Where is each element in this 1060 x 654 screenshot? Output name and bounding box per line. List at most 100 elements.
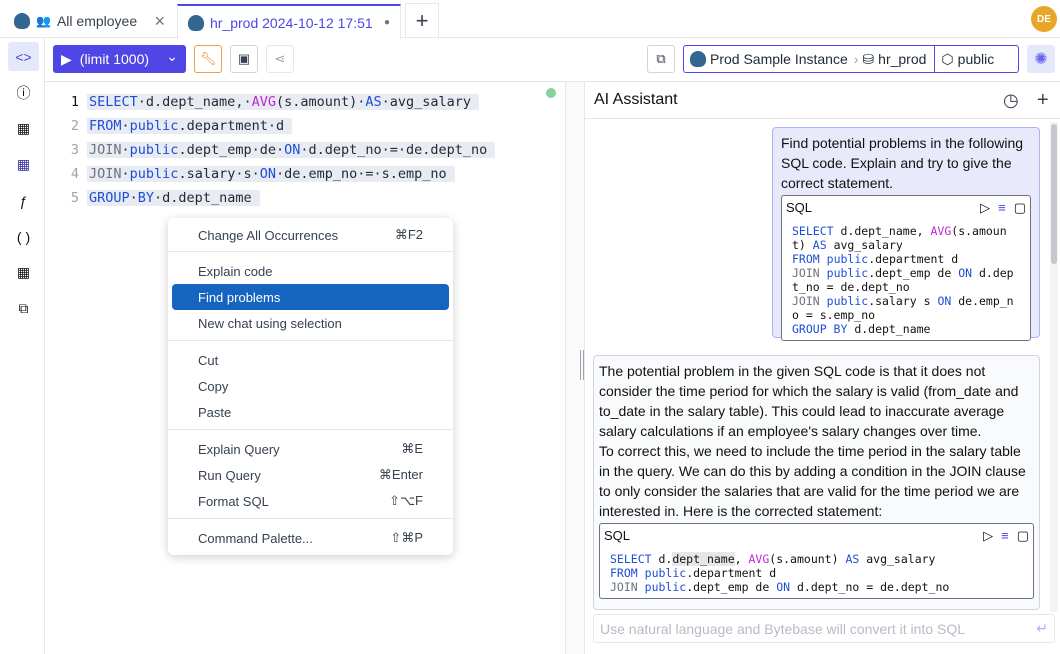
code-token: · (121, 142, 130, 158)
ai-assistant-button[interactable]: ✺ (1027, 45, 1055, 73)
code-token: de.emp_no = s.emp_no (792, 294, 1014, 322)
instance-name: Prod Sample Instance (710, 51, 848, 67)
table-icon[interactable]: ▦ (16, 120, 31, 136)
code-token: .department·d (178, 118, 285, 134)
chevron-down-icon[interactable]: ⌄ (166, 47, 178, 64)
code-token: AS (845, 552, 860, 566)
postgres-icon (14, 13, 30, 29)
line-number: 1 (70, 94, 79, 110)
resize-handle[interactable] (580, 350, 584, 380)
code-token: ·d.dept_name (154, 190, 252, 206)
code-token: d.dept_no = de.dept_no (790, 580, 950, 594)
input-placeholder: Use natural language and Bytebase will c… (600, 620, 965, 637)
insert-icon[interactable]: ≡ (998, 200, 1006, 215)
sql-editor[interactable]: 1 SELECT·d.dept_name,·AVG(s.amount)·AS·av… (45, 82, 565, 654)
wrench-button[interactable]: 🔧︎ (194, 45, 222, 73)
code-token: .dept_emp de (868, 266, 959, 280)
clipboard-icon[interactable]: ▢ (1013, 200, 1026, 215)
tab-all-employee[interactable]: 👥 All employee × (4, 4, 175, 38)
menu-item[interactable]: Paste (172, 399, 449, 425)
new-tab-button[interactable]: + (405, 3, 439, 37)
menu-item-label: Explain Query (198, 441, 280, 457)
connection-breadcrumb[interactable]: Prod Sample Instance › ⛁ hr_prod ⬡ public (683, 45, 1019, 73)
ai-prompt-input[interactable]: Use natural language and Bytebase will c… (593, 614, 1055, 643)
response-paragraph: To correct this, we need to include the … (599, 443, 1026, 519)
menu-item[interactable]: Explain code (172, 258, 449, 284)
code-token (820, 252, 827, 266)
code-token: public (129, 166, 179, 182)
database-name: hr_prod (878, 51, 927, 67)
breadcrumb-instance[interactable]: Prod Sample Instance (684, 51, 854, 67)
menu-item-label: Format SQL (198, 493, 269, 509)
run-icon[interactable]: ▷ (980, 200, 991, 215)
menu-divider (168, 251, 453, 252)
menu-item[interactable]: Change All Occurrences ⌘F2 (172, 222, 449, 248)
menu-divider (168, 518, 453, 519)
code-text: SELECT·d.dept_name,·AVG(s.amount)·AS·avg… (87, 94, 480, 110)
menu-item-shortcut: ⌘Enter (378, 467, 423, 482)
menu-item[interactable]: Run Query ⌘Enter (172, 462, 449, 488)
code-icon[interactable]: <> (8, 42, 39, 71)
code-token: d.dept_name (847, 322, 931, 336)
menu-item[interactable]: Explain Query ⌘E (172, 436, 449, 462)
insert-icon[interactable]: ≡ (1001, 528, 1009, 543)
user-message-text: Find potential problems in the following… (781, 135, 1024, 191)
sql-line: FROM public.department d (610, 566, 1023, 580)
chevron-right-icon: › (853, 51, 859, 67)
grid-icon[interactable]: ▦ (16, 264, 31, 280)
ai-panel-title: AI Assistant (594, 91, 678, 108)
code-token (638, 566, 645, 580)
schema-diagram-icon[interactable]: ⧉ (18, 300, 29, 316)
code-token: SELECT (610, 552, 652, 566)
code-line[interactable]: 3 JOIN·public.dept_emp·de·ON·d.dept_no·=·… (45, 138, 496, 162)
code-line[interactable]: 4 JOIN·public.salary·s·ON·de.emp_no·=·s.e… (45, 162, 455, 186)
left-rail: <> ⓘ ▦ ▦ ƒ ( ) ▦ ⧉ (0, 38, 45, 654)
procedure-icon[interactable]: ( ) (16, 228, 31, 245)
code-token: AVG (930, 224, 952, 238)
history-icon[interactable]: ◷ (1003, 89, 1019, 110)
scrollbar-thumb[interactable] (1051, 124, 1057, 264)
close-icon[interactable]: × (154, 10, 165, 31)
menu-item-label: Paste (198, 404, 232, 420)
menu-item[interactable]: Find problems (172, 284, 449, 310)
clipboard-icon[interactable]: ▢ (1016, 528, 1029, 543)
menu-item[interactable]: Command Palette... ⇧⌘P (172, 525, 449, 551)
breadcrumb-database[interactable]: ⛁ hr_prod (862, 51, 934, 68)
run-icon[interactable]: ▷ (983, 528, 994, 543)
panel-splitter[interactable] (565, 82, 585, 654)
scrollbar[interactable] (1050, 122, 1058, 612)
code-token: .department d (686, 566, 777, 580)
info-icon[interactable]: ⓘ (16, 84, 31, 101)
connection-toggle-button[interactable]: ⧉ (647, 45, 675, 73)
tab-hr-prod[interactable]: hr_prod 2024-10-12 17:51 ● (177, 4, 401, 39)
menu-item[interactable]: New chat using selection (172, 310, 449, 336)
run-button[interactable]: ▶ (limit 1000) ⌄ (53, 45, 186, 73)
code-token: ON (776, 580, 791, 594)
code-token: .salary s (868, 294, 938, 308)
share-button[interactable]: ⋖ (266, 45, 294, 73)
code-token: ON (937, 294, 952, 308)
line-number: 4 (70, 166, 79, 182)
menu-item[interactable]: Cut (172, 347, 449, 373)
table-view-icon[interactable]: ▦ (16, 156, 31, 172)
cube-icon: ⬡ (941, 50, 954, 67)
menu-item[interactable]: Format SQL ⇧⌥F (172, 488, 449, 514)
sql-block: SQL ▷ ≡ ▢ SELECT d.dept_name, AVG(s.amount… (599, 523, 1034, 599)
save-button[interactable]: ▣ (230, 45, 258, 73)
code-token: (s.amount) (769, 552, 846, 566)
code-token: · (121, 118, 130, 134)
menu-item[interactable]: Copy (172, 373, 449, 399)
code-line[interactable]: 1 SELECT·d.dept_name,·AVG(s.amount)·AS·av… (45, 90, 480, 114)
breadcrumb-schema[interactable]: ⬡ public (934, 46, 1000, 72)
code-line[interactable]: 5 GROUP·BY·d.dept_name (45, 186, 260, 210)
code-token: FROM (89, 118, 122, 134)
code-line[interactable]: 2 FROM·public.department·d (45, 114, 293, 138)
avatar[interactable]: DE (1031, 6, 1057, 32)
code-token: AVG (748, 552, 770, 566)
share-icon: ⋖ (274, 51, 286, 66)
function-icon[interactable]: ƒ (19, 192, 28, 209)
code-token: JOIN (89, 142, 122, 158)
code-token: ·de.emp_no·=·s.emp_no (275, 166, 447, 182)
plus-icon[interactable]: + (1037, 88, 1049, 111)
enter-icon[interactable]: ↵ (1036, 620, 1048, 636)
